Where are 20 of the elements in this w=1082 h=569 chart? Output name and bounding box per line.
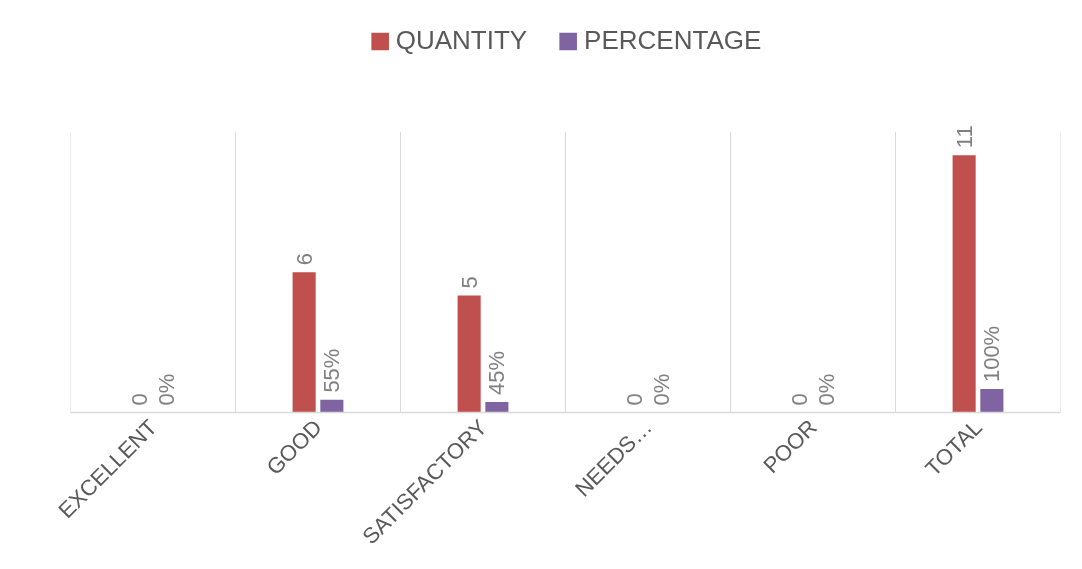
bar bbox=[320, 399, 344, 413]
bar bbox=[457, 295, 481, 413]
data-label: 0 bbox=[621, 393, 647, 406]
data-label: 5 bbox=[456, 276, 482, 289]
bar bbox=[952, 155, 976, 413]
data-label: 0 bbox=[126, 393, 152, 406]
data-label: 55% bbox=[319, 348, 345, 393]
data-label: 0% bbox=[154, 373, 180, 406]
legend-label: QUANTITY bbox=[395, 25, 528, 56]
data-label: 45% bbox=[484, 350, 510, 395]
data-label: 0% bbox=[814, 373, 840, 406]
data-label: 0 bbox=[786, 393, 812, 406]
data-label: 11 bbox=[951, 125, 977, 149]
data-label: 6 bbox=[291, 252, 317, 266]
bar bbox=[485, 401, 509, 413]
bar bbox=[292, 272, 316, 413]
legend-label: PERCENTAGE bbox=[584, 25, 762, 56]
data-label: 100% bbox=[979, 325, 1005, 383]
bar bbox=[980, 389, 1004, 413]
data-label: 0% bbox=[649, 373, 675, 406]
